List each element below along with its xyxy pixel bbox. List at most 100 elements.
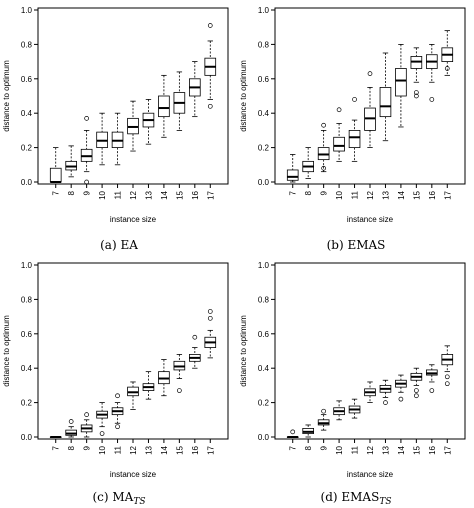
outlier-point — [177, 388, 182, 393]
x-tick-label: 13 — [144, 190, 153, 199]
x-tick-label: 14 — [160, 445, 169, 454]
outlier-point — [192, 334, 198, 340]
x-tick-label: 12 — [366, 445, 375, 454]
box-body — [158, 95, 170, 118]
box-15 — [410, 367, 423, 399]
x-tick-label: 17 — [206, 445, 215, 454]
x-tick-label: 8 — [67, 190, 76, 195]
y-axis-label: distance to optimum — [2, 315, 11, 387]
chart-emasts: 0.0 0.2 0.4 0.6 0.8 1.0 distance to optimum 7 8 9… — [239, 261, 466, 479]
outlier-point — [414, 93, 419, 99]
box-14 — [158, 359, 170, 397]
box-8 — [65, 145, 77, 178]
chart-panel-ea: 0.0 0.2 0.4 0.6 0.8 1.0 distance to optimum 7 8 9… — [0, 0, 237, 235]
outlier-point — [321, 122, 326, 128]
x-tick-label: 17 — [206, 190, 215, 199]
chart-panel-emas: 0.0 0.2 0.4 0.6 0.8 1.0 distance to optimum 7 8 9… — [237, 0, 474, 235]
x-axis-label: instance size — [110, 470, 157, 479]
x-tick-label: 12 — [129, 445, 138, 454]
x-tick-label: 15 — [175, 445, 184, 454]
box-7 — [286, 154, 299, 183]
box-17 — [204, 309, 217, 359]
outlier-point — [321, 408, 326, 414]
caption-ea-text: (a) EA — [100, 238, 138, 252]
x-tick-label: 13 — [381, 190, 390, 199]
y-tick-label: 0.6 — [258, 330, 270, 339]
box-16 — [426, 44, 438, 102]
y-tick-label: 0.8 — [258, 40, 270, 49]
box-11 — [111, 393, 124, 430]
y-tick-label: 0.2 — [21, 399, 33, 408]
x-tick-label: 15 — [412, 445, 421, 454]
x-tick-label: 14 — [397, 190, 406, 199]
x-tick-label: 8 — [304, 445, 313, 450]
box-7 — [49, 436, 62, 438]
box-12 — [127, 381, 139, 410]
x-tick-label: 17 — [443, 445, 452, 454]
outlier-point — [290, 429, 296, 435]
box-14 — [158, 74, 170, 138]
y-tick-label: 1.0 — [21, 6, 33, 15]
outlier-point — [444, 374, 450, 380]
outlier-point — [414, 393, 419, 399]
box-11 — [348, 97, 361, 162]
chart-emas: 0.0 0.2 0.4 0.6 0.8 1.0 distance to optimum 7 8 9… — [239, 6, 466, 224]
x-tick-label: 16 — [428, 445, 437, 454]
caption-emasts: (d) EMASTS — [256, 490, 456, 507]
outlier-point — [207, 315, 213, 321]
outlier-point — [429, 97, 435, 102]
x-tick-label: 11 — [114, 190, 123, 199]
y-tick-label: 0.0 — [21, 433, 33, 442]
y-tick-label: 0.2 — [258, 144, 270, 153]
box-body — [395, 68, 407, 97]
x-tick-label: 17 — [443, 190, 452, 199]
caption-emasts-sub: TS — [379, 497, 392, 507]
chart-panel-emasts: 0.0 0.2 0.4 0.6 0.8 1.0 distance to optimum 7 8 9… — [237, 255, 474, 490]
x-tick-label: 7 — [289, 190, 298, 195]
x-tick-label: 14 — [160, 190, 169, 199]
outlier-point — [84, 179, 89, 185]
caption-emas: (b) EMAS — [256, 238, 456, 255]
box-body — [379, 87, 392, 118]
y-tick-label: 0.4 — [258, 109, 270, 118]
y-axis-label: distance to optimum — [239, 60, 248, 132]
y-tick-label: 0.8 — [21, 40, 33, 49]
caption-mats-text: (c) MA — [92, 490, 134, 504]
y-tick-label: 0.6 — [258, 75, 270, 84]
y-tick-label: 1.0 — [258, 6, 270, 15]
outlier-point — [115, 424, 120, 430]
outlier-point — [84, 412, 89, 417]
x-tick-label: 16 — [191, 445, 200, 454]
chart-panel-mats: 0.0 0.2 0.4 0.6 0.8 1.0 distance to optimum 7 8 9… — [0, 255, 237, 490]
box-15 — [173, 354, 186, 393]
box-17 — [441, 30, 454, 76]
x-tick-label: 10 — [98, 445, 107, 454]
y-tick-label: 0.2 — [258, 399, 270, 408]
x-tick-label: 11 — [351, 445, 360, 454]
x-tick-label: 13 — [144, 445, 153, 454]
y-tick-label: 1.0 — [21, 261, 33, 270]
x-tick-label: 10 — [335, 445, 344, 454]
x-tick-label: 9 — [320, 445, 329, 450]
box-12 — [127, 100, 139, 152]
caption-ea: (a) EA — [19, 238, 219, 255]
chart-mats: 0.0 0.2 0.4 0.6 0.8 1.0 distance to optimum 7 8 9… — [2, 261, 229, 479]
caption-mats-sub: TS — [133, 497, 146, 507]
box-13 — [379, 379, 392, 405]
box-8 — [302, 147, 314, 179]
box-7 — [49, 147, 62, 183]
box-8 — [65, 419, 77, 438]
box-16 — [189, 334, 201, 369]
y-tick-label: 0.4 — [21, 109, 33, 118]
box-13 — [142, 371, 155, 400]
x-tick-label: 10 — [335, 190, 344, 199]
y-tick-label: 1.0 — [258, 261, 270, 270]
box-15 — [173, 71, 186, 131]
y-tick-label: 0.0 — [21, 178, 33, 187]
plot-frame — [37, 262, 229, 440]
y-tick-label: 0.0 — [258, 433, 270, 442]
box-11 — [111, 112, 124, 166]
box-13 — [379, 52, 392, 142]
box-7 — [286, 429, 299, 438]
box-16 — [189, 61, 201, 118]
